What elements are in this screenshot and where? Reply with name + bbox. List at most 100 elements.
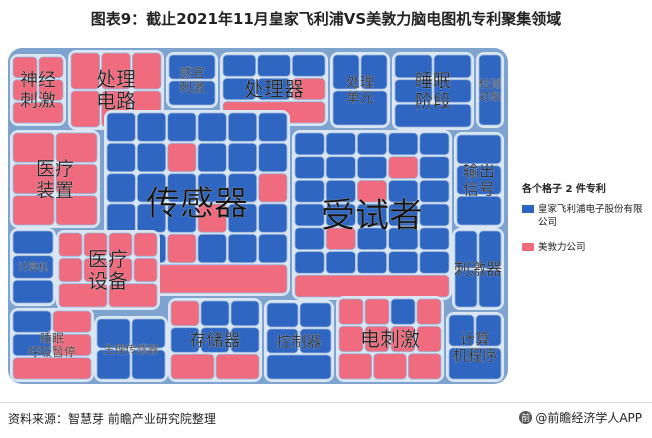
cell-philips bbox=[294, 132, 325, 156]
cell-philips bbox=[222, 77, 257, 101]
cell-medtronic bbox=[12, 357, 92, 380]
cell-medtronic bbox=[55, 195, 98, 226]
region-label: 设备 bbox=[88, 269, 128, 293]
cell-medtronic bbox=[101, 52, 131, 90]
region-8: 传感器 bbox=[104, 110, 290, 296]
region-label: 机程序 bbox=[452, 347, 497, 365]
cell-philips bbox=[294, 156, 325, 179]
cell-philips bbox=[266, 354, 332, 380]
cell-philips bbox=[197, 233, 227, 264]
region-label: 输出 bbox=[463, 162, 495, 181]
cell-philips bbox=[222, 54, 257, 77]
cell-philips bbox=[356, 227, 387, 250]
cell-philips bbox=[478, 54, 502, 126]
cell-medtronic bbox=[170, 353, 215, 380]
cell-medtronic bbox=[12, 56, 38, 79]
cell-philips bbox=[356, 203, 387, 227]
legend-item-medtronic: 美敦力公司 bbox=[522, 241, 648, 254]
region-label: 电路 bbox=[96, 89, 136, 113]
cell-philips bbox=[394, 54, 433, 79]
cell-philips bbox=[197, 142, 227, 173]
cell-philips bbox=[227, 203, 258, 233]
cell-philips bbox=[394, 103, 472, 128]
cell-philips bbox=[419, 251, 450, 274]
region-label: 刺激器 bbox=[454, 260, 502, 279]
cell-medtronic bbox=[388, 156, 419, 179]
cell-philips bbox=[291, 54, 326, 77]
cell-philips bbox=[356, 132, 387, 156]
cell-philips bbox=[12, 333, 52, 357]
cell-philips bbox=[136, 142, 167, 173]
cell-philips bbox=[394, 79, 433, 103]
cell-philips bbox=[299, 302, 332, 328]
region-18: 电刺激 bbox=[336, 296, 444, 382]
cell-philips bbox=[433, 54, 472, 79]
cell-philips bbox=[258, 142, 288, 173]
region-label: 处理 bbox=[346, 75, 374, 91]
cell-medtronic bbox=[131, 52, 162, 90]
region-label: 睡眠 bbox=[415, 71, 451, 92]
cell-medtronic bbox=[364, 325, 390, 353]
legend-title: 各个格子 2 件专利 bbox=[522, 184, 606, 195]
cell-medtronic bbox=[83, 232, 108, 257]
legend: 各个格子 2 件专利 皇家飞利浦电子股份有限公司 美敦力公司 bbox=[522, 180, 648, 266]
cell-medtronic bbox=[215, 353, 260, 380]
cell-philips bbox=[168, 80, 216, 106]
cell-philips bbox=[96, 349, 131, 380]
region-label: 处理器 bbox=[244, 77, 304, 101]
cell-philips bbox=[257, 77, 291, 101]
legend-swatch-medtronic bbox=[522, 243, 534, 251]
cell-medtronic bbox=[416, 325, 442, 353]
region-label: 信号 bbox=[463, 180, 495, 199]
cell-medtronic bbox=[390, 325, 416, 353]
cell-philips bbox=[131, 349, 166, 380]
region-label: 受试者 bbox=[321, 196, 423, 236]
cell-philips bbox=[294, 180, 325, 203]
logo-icon: 前 bbox=[519, 411, 533, 424]
cell-medtronic bbox=[108, 232, 133, 257]
cell-medtronic bbox=[52, 310, 92, 333]
cell-medtronic bbox=[38, 79, 64, 101]
cell-philips bbox=[299, 328, 332, 354]
region-label: 装置 bbox=[36, 179, 74, 201]
region-16: 存储器 bbox=[168, 298, 262, 382]
cell-philips bbox=[227, 112, 258, 142]
cell-medtronic bbox=[364, 298, 390, 325]
cell-philips bbox=[456, 195, 502, 226]
cell-philips bbox=[227, 233, 258, 264]
cell-philips bbox=[478, 230, 502, 269]
cell-medtronic bbox=[58, 283, 108, 308]
cell-philips bbox=[258, 203, 288, 233]
region-label: 传感器 bbox=[146, 184, 248, 224]
region-label: 检测 bbox=[479, 77, 501, 91]
cell-medtronic bbox=[12, 163, 55, 195]
region-label: 控制器 bbox=[276, 332, 321, 350]
cell-philips bbox=[167, 112, 197, 142]
cell-philips bbox=[390, 298, 416, 325]
cell-philips bbox=[167, 173, 197, 203]
cell-medtronic bbox=[70, 90, 101, 128]
region-label: 电刺激 bbox=[360, 327, 420, 351]
cell-philips bbox=[131, 318, 166, 349]
cell-medtronic bbox=[167, 233, 197, 264]
cell-philips bbox=[454, 269, 478, 308]
region-label: 医疗 bbox=[36, 158, 74, 180]
region-label: 刺激 bbox=[179, 81, 205, 96]
legend-label-medtronic: 美敦力公司 bbox=[538, 242, 586, 253]
cell-philips bbox=[266, 302, 299, 328]
cell-medtronic bbox=[12, 101, 64, 124]
cell-medtronic bbox=[38, 56, 64, 79]
cell-philips bbox=[106, 203, 136, 233]
cell-philips bbox=[475, 314, 502, 347]
region-label: 睡眠 bbox=[40, 331, 64, 345]
region-15: 生理传感器 bbox=[94, 316, 168, 382]
cell-philips bbox=[478, 269, 502, 308]
legend-swatch-philips bbox=[522, 205, 534, 213]
cell-philips bbox=[227, 142, 258, 173]
cell-medtronic bbox=[258, 173, 288, 203]
